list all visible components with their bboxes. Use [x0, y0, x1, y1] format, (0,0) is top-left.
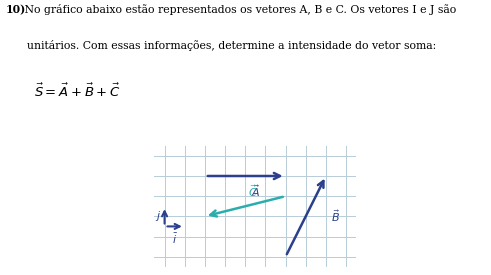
Text: No gráfico abaixo estão representados os vetores A, B e C. Os vetores I e J são: No gráfico abaixo estão representados os…	[21, 4, 456, 15]
Text: $\bar{i}$: $\bar{i}$	[172, 232, 178, 246]
Text: 10): 10)	[6, 4, 26, 15]
Text: $\vec{C}$: $\vec{C}$	[248, 183, 258, 199]
Text: $j$: $j$	[155, 209, 161, 223]
Text: $\vec{A}$: $\vec{A}$	[250, 183, 260, 199]
Text: unitários. Com essas informações, determine a intensidade do vetor soma:: unitários. Com essas informações, determ…	[6, 40, 436, 51]
Text: $\vec{B}$: $\vec{B}$	[331, 208, 340, 224]
Text: $\vec{S} = \vec{A} + \vec{B} + \vec{C}$: $\vec{S} = \vec{A} + \vec{B} + \vec{C}$	[34, 82, 121, 100]
